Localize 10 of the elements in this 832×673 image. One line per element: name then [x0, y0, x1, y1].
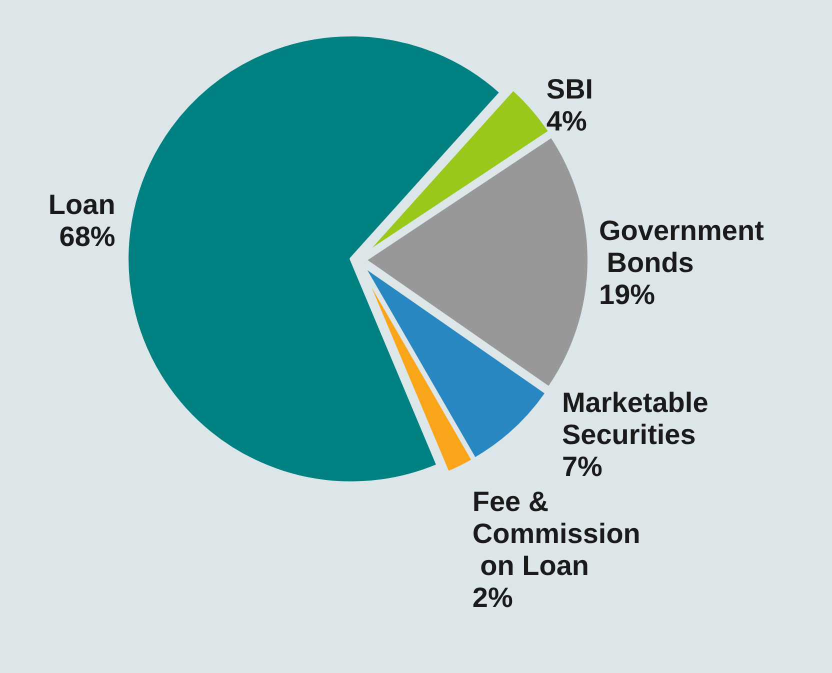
slice-label: Marketable Securities	[562, 386, 716, 450]
slice-label: Government Bonds	[598, 214, 764, 278]
slice-label: SBI	[546, 74, 594, 105]
data-label: 68%	[59, 220, 116, 252]
slice-label: Loan	[48, 188, 116, 220]
data-label: 19%	[598, 278, 656, 310]
slice-label: Fee & Commission on Loan	[472, 486, 640, 582]
data-label: 7%	[562, 450, 603, 482]
data-label: 2%	[472, 582, 513, 614]
data-label: 4%	[546, 106, 587, 137]
